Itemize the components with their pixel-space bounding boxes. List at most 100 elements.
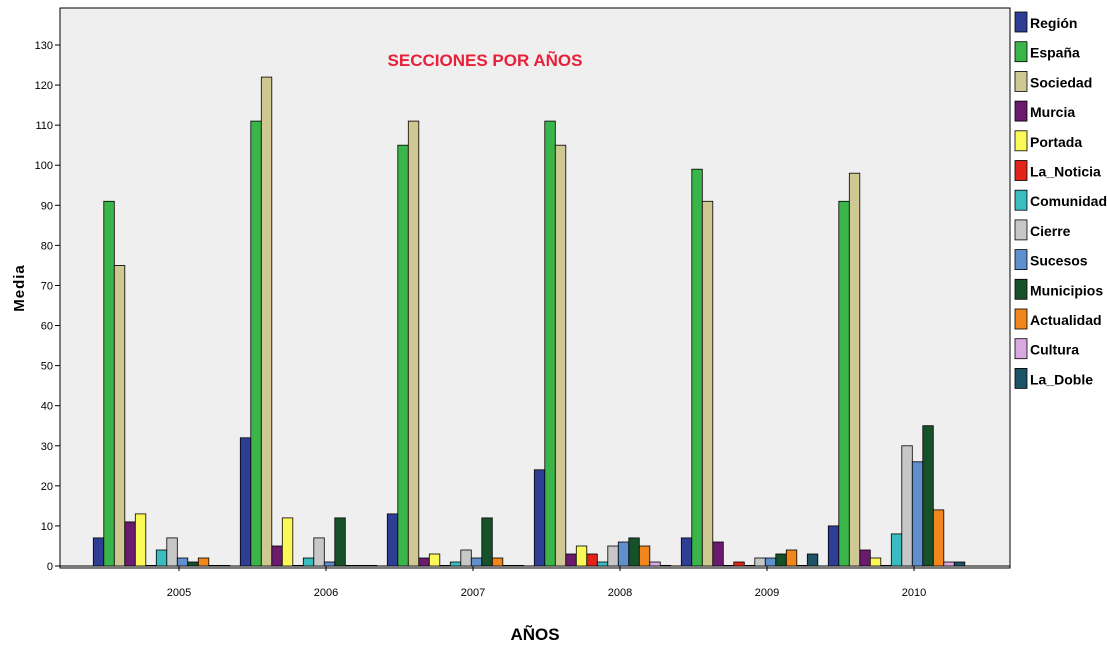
legend-swatch [1014, 71, 1028, 92]
legend-label: Cultura [1030, 342, 1079, 358]
bar-comunidad-2010 [890, 533, 903, 567]
bar-cierre-2009 [754, 557, 766, 567]
y-tick-label: 90 [41, 200, 53, 212]
bar-sucesos-2007 [470, 557, 483, 567]
bar-actualidad-2008 [638, 545, 651, 567]
bar-comunidad-2008 [596, 561, 609, 567]
bar-la-doble-2009 [806, 553, 819, 567]
legend-swatch [1014, 367, 1028, 389]
legend-label: Sociedad [1030, 74, 1092, 90]
bar-sucesos-2009 [764, 557, 777, 567]
bar-municipios-2007 [481, 517, 493, 567]
bar-regi-n-2006 [239, 437, 252, 567]
bar-murcia-2007 [418, 557, 430, 567]
chart-title: SECCIONES POR AÑOS [388, 50, 583, 70]
legend-label: Cierre [1030, 223, 1071, 239]
bar-comunidad-2006 [302, 557, 315, 567]
bar-municipios-2005 [187, 561, 199, 567]
y-axis-label: Media [11, 264, 28, 312]
bar-la-doble-2006 [365, 565, 378, 567]
y-tick-label: 0 [47, 561, 53, 573]
bar-comunidad-2009 [743, 565, 756, 567]
y-tick-label: 80 [41, 240, 53, 252]
x-tick-label: 2009 [755, 587, 779, 599]
bar-murcia-2010 [859, 549, 871, 567]
bar-sociedad-2010 [848, 172, 861, 567]
bar-espa-a-2010 [838, 200, 850, 567]
bar-cierre-2006 [313, 537, 325, 567]
bar-cultura-2010 [943, 561, 955, 567]
bar-sucesos-2008 [617, 541, 630, 567]
bar-cultura-2005 [208, 565, 220, 567]
bar-la-noticia-2007 [439, 565, 451, 567]
legend-swatch [1014, 219, 1028, 241]
bar-sucesos-2010 [911, 461, 924, 567]
bar-la-doble-2005 [218, 565, 231, 567]
bar-espa-a-2005 [103, 200, 115, 567]
legend-swatch [1014, 11, 1028, 33]
bar-espa-a-2007 [397, 144, 409, 567]
legend-swatch [1014, 189, 1028, 211]
bar-cierre-2005 [166, 537, 178, 567]
legend-swatch [1014, 308, 1028, 330]
bar-actualidad-2010 [932, 509, 945, 567]
bar-la-doble-2007 [512, 565, 525, 567]
legend-label: Portada [1030, 134, 1082, 150]
bar-series-group [92, 76, 966, 567]
bar-comunidad-2005 [155, 549, 168, 567]
bar-portada-2005 [134, 513, 147, 567]
legend-label: La_Doble [1030, 371, 1093, 387]
x-tick-label: 2010 [902, 587, 926, 599]
bar-regi-n-2005 [92, 537, 105, 567]
bar-comunidad-2007 [449, 561, 462, 567]
bar-murcia-2009 [712, 541, 724, 567]
legend-swatch [1014, 278, 1028, 300]
bar-sucesos-2005 [176, 557, 189, 567]
legend-swatch [1014, 100, 1028, 122]
bar-la-noticia-2006 [292, 565, 304, 567]
bar-la-doble-2008 [659, 565, 672, 567]
bar-la-noticia-2008 [586, 553, 598, 567]
bar-espa-a-2009 [691, 168, 703, 567]
legend-swatch [1014, 160, 1028, 181]
bar-actualidad-2005 [197, 557, 210, 567]
y-tick-label: 70 [41, 280, 53, 292]
y-tick-label: 130 [35, 40, 53, 52]
legend: Región España Sociedad Murcia Portada La_Noti… [1014, 11, 1107, 389]
bar-portada-2009 [722, 565, 735, 567]
legend-swatch [1014, 338, 1028, 360]
y-tick-label: 50 [41, 361, 53, 373]
bar-murcia-2008 [565, 553, 577, 567]
legend-swatch [1014, 41, 1028, 63]
legend-label: Actualidad [1030, 312, 1102, 328]
bar-murcia-2006 [271, 545, 283, 567]
bar-la-doble-2010 [953, 561, 966, 567]
bar-regi-n-2008 [533, 469, 546, 567]
bar-sociedad-2008 [554, 144, 567, 567]
bar-cierre-2008 [607, 545, 619, 567]
y-tick-label: 110 [35, 120, 53, 132]
bar-sociedad-2009 [701, 200, 714, 567]
bar-la-noticia-2009 [733, 561, 745, 567]
legend-label: Murcia [1030, 104, 1075, 120]
bar-cierre-2010 [901, 445, 913, 567]
bar-sociedad-2005 [113, 264, 126, 567]
bar-regi-n-2010 [827, 525, 840, 567]
x-tick-label: 2005 [167, 587, 191, 599]
bar-portada-2007 [428, 553, 441, 567]
bar-actualidad-2006 [344, 565, 357, 567]
y-tick-label: 120 [35, 80, 53, 92]
x-axis: 2005 2006 2007 2008 2009 2010 [60, 565, 1010, 599]
bar-la-noticia-2010 [880, 565, 892, 567]
x-tick-label: 2008 [608, 587, 632, 599]
bar-regi-n-2007 [386, 513, 399, 567]
bar-municipios-2008 [628, 537, 640, 567]
legend-label: Sucesos [1030, 253, 1088, 269]
bar-municipios-2010 [922, 425, 934, 567]
bar-murcia-2005 [124, 521, 136, 567]
legend-label: España [1030, 45, 1080, 61]
legend-label: La_Noticia [1030, 164, 1101, 180]
bar-regi-n-2009 [680, 537, 693, 567]
bar-cultura-2007 [502, 565, 514, 567]
